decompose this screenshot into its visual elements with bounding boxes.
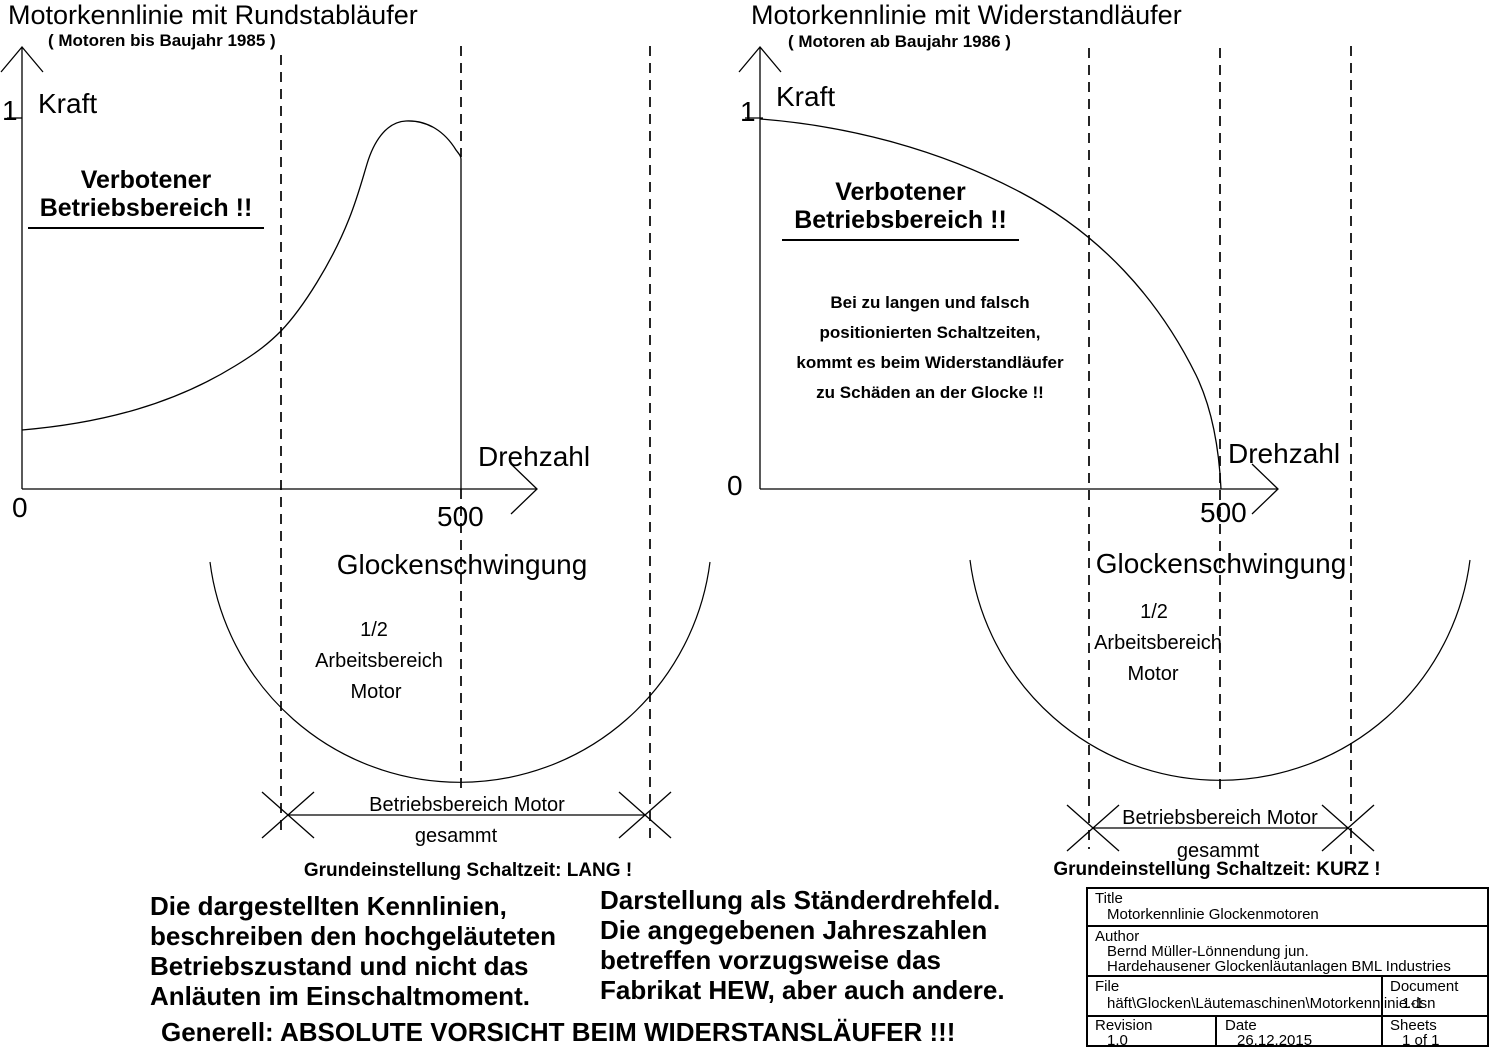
title-block-revision-label: Revision [1095,1017,1153,1034]
right-base-setting-label: Grundeinstellung Schaltzeit: KURZ ! [1053,859,1381,880]
title-block-title-label: Title [1095,890,1123,907]
left-y-axis-arrowhead [0,45,44,73]
footer-middle-line2: Die angegebenen Jahreszahlen [600,915,988,945]
right-x-axis-label: Drehzahl [1228,438,1341,469]
right-y-max-tick-label: 1 [740,96,756,127]
title-block-date-value: 26.12.2015 [1237,1032,1313,1049]
footer-left-line4: Anläuten im Einschaltmoment. [150,981,530,1011]
title-block-document-label: Document [1390,978,1459,995]
title-block-revision-value: 1.0 [1107,1032,1128,1049]
right-forbidden-line2: Betriebsbereich !! [794,206,1007,234]
left-500-tick-label: 500 [437,501,484,532]
right-range-arrow-label2: gesammt [1176,840,1260,862]
right-warning-line1: Bei zu langen und falsch [830,293,1030,312]
title-block [1086,887,1489,1047]
left-torque-curve [21,120,462,489]
right-range-arrow-label1: Betriebsbereich Motor [1122,807,1318,829]
right-warning-paragraph: Bei zu langen und falsch positionierten … [796,288,1063,408]
right-torque-curve [759,118,1222,490]
right-origin-tick-label: 0 [727,470,743,501]
title-block-sheets-label: Sheets [1390,1017,1437,1034]
right-half-label: 1/2 [1140,601,1168,623]
title-block-title-value: Motorkennlinie Glockenmotoren [1107,906,1319,923]
left-half-label: 1/2 [360,619,388,641]
right-warning-line2: positionierten Schaltzeiten, [819,323,1041,342]
footer-middle-line1: Darstellung als Ständerdrehfeld. [600,885,1001,915]
left-base-setting-label: Grundeinstellung Schaltzeit: LANG ! [303,860,633,881]
right-chart-subtitle: ( Motoren ab Baujahr 1986 ) [788,32,1011,51]
footer-middle-line4: Fabrikat HEW, aber auch andere. [600,975,1005,1005]
right-y-axis-arrowhead [738,45,782,73]
right-bell-swing-label: Glockenschwingung [1095,548,1347,579]
title-block-divider-2 [1086,975,1489,977]
title-block-divider-3 [1086,1015,1489,1017]
footer-left-line1: Die dargestellten Kennlinien, [150,891,507,921]
footer-middle-paragraph: Darstellung als Ständerdrehfeld. Die ang… [600,885,1005,1005]
right-y-axis-label: Kraft [776,81,836,112]
left-y-max-tick-label: 1 [2,95,18,126]
left-chart-subtitle: ( Motoren bis Baujahr 1985 ) [48,31,276,50]
left-bell-swing-label: Glockenschwingung [336,549,588,580]
left-bell-swing-arc [209,561,711,783]
left-forbidden-line1: Verbotener [80,166,212,194]
footer-left-line3: Betriebszustand und nicht das [150,951,529,981]
left-forbidden-zone-label: Verbotener Betriebsbereich !! [28,166,264,229]
right-range-arrow-left-head-b [1066,804,1120,852]
left-range-arrow-label2: gesammt [414,825,498,847]
footer-warning-line: Generell: ABSOLUTE VORSICHT BEIM WIDERST… [161,1017,956,1047]
left-x-axis-label: Drehzahl [478,441,591,472]
left-chart-title: Motorkennlinie mit Rundstabläufer [8,0,418,30]
title-block-sheets-value: 1 of 1 [1402,1032,1440,1049]
title-block-date-label: Date [1225,1017,1257,1034]
title-block-author-label: Author [1095,928,1140,945]
right-forbidden-line1: Verbotener [835,178,966,206]
left-y-axis-label: Kraft [38,88,98,119]
left-range-arrow-label1: Betriebsbereich Motor [369,794,565,816]
left-work-area-line2: Motor [350,681,402,703]
left-x-axis-arrowhead [510,463,538,515]
right-work-area-line1: Arbeitsbereich [1094,632,1222,654]
footer-middle-line3: betreffen vorzugsweise das [600,945,941,975]
left-work-area-line1: Arbeitsbereich [315,650,443,672]
left-forbidden-line2: Betriebsbereich !! [39,194,253,222]
left-origin-tick-label: 0 [12,492,28,523]
right-500-tick-label: 500 [1200,497,1247,528]
title-block-file-value: häft\Glocken\Läutemaschinen\Motorkennlin… [1107,995,1436,1012]
title-block-author-line1: Bernd Müller-Lönnendung jun. [1107,943,1309,960]
footer-left-line2: beschreiben den hochgeläuteten [150,921,556,951]
right-chart-title: Motorkennlinie mit Widerstandläufer [751,0,1182,30]
right-work-area-line2: Motor [1127,663,1179,685]
right-forbidden-zone-label: Verbotener Betriebsbereich !! [782,178,1019,241]
footer-left-paragraph: Die dargestellten Kennlinien, beschreibe… [150,891,556,1011]
right-bell-swing-arc [969,559,1471,781]
left-range-arrow-left-head-b [261,791,315,839]
right-chart-linework [738,45,1471,854]
title-block-author-line2: Hardehausener Glockenläutanlagen BML Ind… [1107,958,1451,975]
title-block-document-value: 1-1 [1402,995,1424,1012]
right-x-axis-arrowhead [1251,463,1279,515]
title-block-file-label: File [1095,978,1120,995]
right-range-arrow-right-head-b [1321,804,1375,852]
title-block-divider-1 [1086,925,1489,927]
right-warning-line4: zu Schäden an der Glocke !! [816,383,1044,402]
title-block-divider-4 [1381,975,1383,1047]
left-range-arrow-right-head-b [618,791,672,839]
left-chart-linework [0,45,711,840]
title-block-divider-5 [1215,1015,1217,1047]
right-warning-line3: kommt es beim Widerstandläufer [796,353,1064,372]
